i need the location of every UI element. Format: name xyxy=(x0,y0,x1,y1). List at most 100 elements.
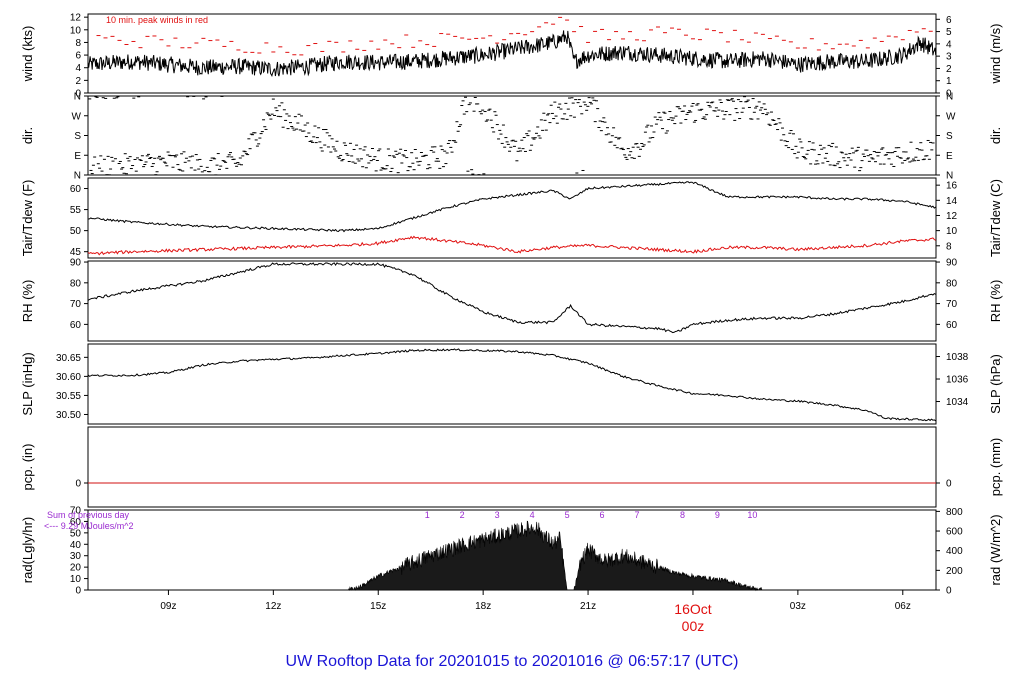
ytick-label-left-rh: 90 xyxy=(70,258,82,269)
ytick-label-right-pcp: 0 xyxy=(946,479,952,490)
ytick-label-right-dir: N xyxy=(946,92,953,103)
tdew-line xyxy=(87,235,936,256)
ytick-label-left-wind: 2 xyxy=(75,76,81,87)
peak-wind-note: 10 min. peak winds in red xyxy=(106,15,208,25)
date-marker-top: 16Oct xyxy=(674,601,711,617)
ytick-label-left-wind: 12 xyxy=(70,13,82,24)
ytick-label-left-dir: N xyxy=(74,92,81,103)
ylabel-right-slp: SLP (hPa) xyxy=(988,354,1003,414)
ytick-label-right-wind: 3 xyxy=(946,52,952,63)
date-marker-bottom: 00z xyxy=(682,618,705,634)
ytick-label-right-wind: 1 xyxy=(946,76,952,87)
rad-hour-label: 8 xyxy=(680,510,685,520)
ylabel-left-slp: SLP (inHg) xyxy=(20,352,35,415)
ylabel-left-rh: RH (%) xyxy=(20,280,35,323)
radiation-area xyxy=(346,520,763,592)
ytick-label-right-rad: 0 xyxy=(946,586,952,597)
ytick-label-right-rad: 400 xyxy=(946,546,963,557)
panel-frame-temp xyxy=(87,177,937,259)
ylabel-right-rh: RH (%) xyxy=(988,280,1003,323)
ytick-label-left-rad: 10 xyxy=(70,574,82,585)
ytick-label-left-slp: 30.55 xyxy=(56,391,81,402)
ytick-label-left-wind: 6 xyxy=(75,51,81,62)
ytick-label-right-temp: 16 xyxy=(946,181,958,192)
slp-line xyxy=(87,348,936,422)
ylabel-left-wind: wind (kts) xyxy=(20,26,35,83)
ytick-label-left-rad: 60 xyxy=(70,517,82,528)
chart-title: UW Rooftop Data for 20201015 to 20201016… xyxy=(286,653,739,670)
ytick-label-left-rh: 80 xyxy=(70,278,82,289)
panel-frame-pcp xyxy=(87,426,937,508)
ytick-label-right-wind: 5 xyxy=(946,27,952,38)
ylabel-left-dir: dir. xyxy=(20,127,35,144)
panel-frame-slp xyxy=(87,343,937,425)
ylabel-right-temp: Tair/Tdew (C) xyxy=(988,179,1003,257)
ytick-label-right-rh: 70 xyxy=(946,299,958,310)
ytick-label-left-rad: 0 xyxy=(75,586,81,597)
ytick-label-right-dir: N xyxy=(946,171,953,182)
ytick-label-right-slp: 1034 xyxy=(946,397,969,408)
ytick-label-left-rh: 70 xyxy=(70,299,82,310)
ytick-label-right-dir: W xyxy=(946,111,956,122)
ytick-label-right-temp: 12 xyxy=(946,211,958,222)
ytick-label-left-temp: 55 xyxy=(70,205,82,216)
rad-hour-label: 3 xyxy=(495,510,500,520)
rh-line xyxy=(87,262,936,334)
ytick-label-right-rad: 800 xyxy=(946,507,963,518)
ytick-label-left-wind: 4 xyxy=(75,63,81,74)
ytick-label-left-slp: 30.65 xyxy=(56,353,81,364)
ytick-label-right-wind: 6 xyxy=(946,15,952,26)
ytick-label-left-wind: 10 xyxy=(70,25,82,36)
rad-hour-label: 9 xyxy=(715,510,720,520)
ytick-label-left-wind: 8 xyxy=(75,38,81,49)
ytick-label-left-temp: 60 xyxy=(70,184,82,195)
panel-frame-wind xyxy=(87,13,937,94)
ytick-label-right-wind: 4 xyxy=(946,39,952,50)
ytick-label-right-rh: 80 xyxy=(946,278,958,289)
xtick-label: 03z xyxy=(790,601,806,612)
ytick-label-left-slp: 30.60 xyxy=(56,372,81,383)
rad-hour-label: 1 xyxy=(425,510,430,520)
ylabel-left-rad: rad(Lgly/hr) xyxy=(20,517,35,583)
ytick-label-left-rad: 40 xyxy=(70,540,82,551)
ylabel-left-temp: Tair/Tdew (F) xyxy=(20,180,35,257)
xtick-label: 18z xyxy=(475,601,491,612)
xtick-label: 15z xyxy=(370,601,386,612)
ytick-label-left-rh: 60 xyxy=(70,320,82,331)
ytick-label-right-temp: 8 xyxy=(946,241,952,252)
ylabel-right-dir: dir. xyxy=(988,127,1003,144)
ytick-label-left-dir: W xyxy=(72,111,82,122)
panel-frame-dir xyxy=(87,95,937,176)
ytick-label-left-dir: S xyxy=(74,131,81,142)
xtick-label: 21z xyxy=(580,601,596,612)
ylabel-right-rad: rad (W/m^2) xyxy=(988,514,1003,585)
rad-hour-label: 4 xyxy=(530,510,535,520)
ytick-label-right-wind: 0 xyxy=(946,89,952,100)
ytick-label-left-dir: N xyxy=(74,171,81,182)
ytick-label-left-pcp: 0 xyxy=(75,479,81,490)
ytick-label-right-rad: 200 xyxy=(946,566,963,577)
ytick-label-right-wind: 2 xyxy=(946,64,952,75)
ytick-label-right-temp: 10 xyxy=(946,226,958,237)
ylabel-right-pcp: pcp. (mm) xyxy=(988,438,1003,497)
ytick-label-left-temp: 45 xyxy=(70,247,82,258)
ytick-label-left-wind: 0 xyxy=(75,89,81,100)
ytick-label-right-rh: 90 xyxy=(946,258,958,269)
ytick-label-left-slp: 30.50 xyxy=(56,410,81,421)
xtick-label: 12z xyxy=(265,601,281,612)
rad-note-line2: <--- 9.29 MJoules/m^2 xyxy=(44,521,134,531)
rad-hour-label: 6 xyxy=(600,510,605,520)
ytick-label-right-rh: 60 xyxy=(946,320,958,331)
ytick-label-right-dir: E xyxy=(946,151,953,162)
ytick-label-right-slp: 1036 xyxy=(946,375,969,386)
ytick-label-left-rad: 20 xyxy=(70,563,82,574)
rad-hour-label: 7 xyxy=(635,510,640,520)
wind-speed-line xyxy=(87,30,937,77)
ytick-label-right-dir: S xyxy=(946,131,953,142)
ylabel-right-wind: wind (m/s) xyxy=(988,24,1003,85)
rad-note-line1: Sum of previous day xyxy=(47,510,130,520)
ytick-label-left-rad: 70 xyxy=(70,506,82,517)
xtick-label: 09z xyxy=(160,601,176,612)
